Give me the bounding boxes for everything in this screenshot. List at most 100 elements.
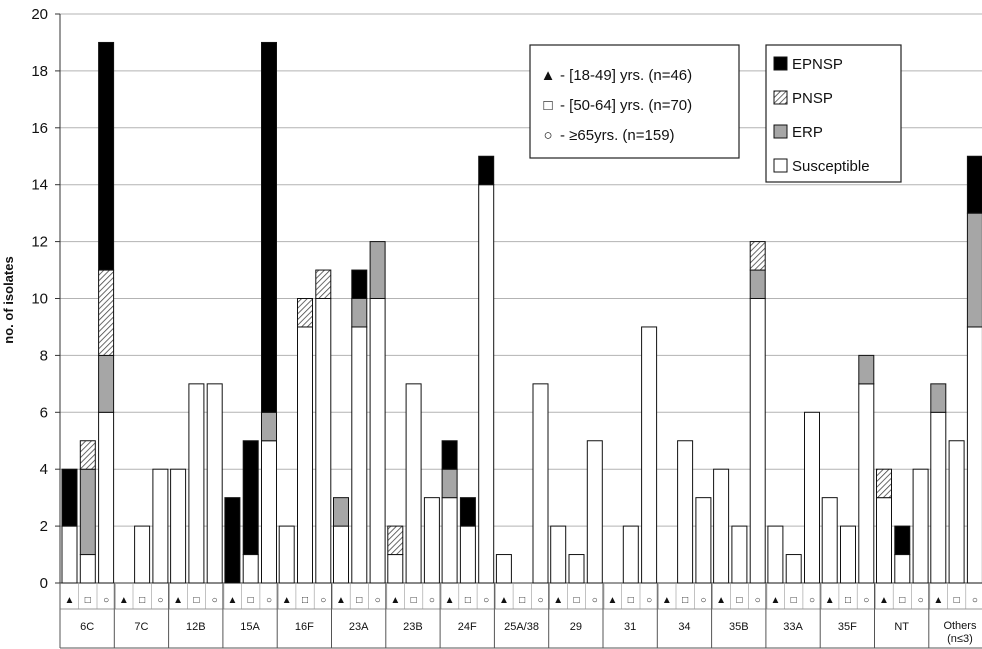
bar-segment-susceptible	[459, 525, 476, 584]
bar-segment-erp	[749, 269, 766, 299]
bar-segment-susceptible	[767, 525, 784, 584]
bar-segment-susceptible	[785, 554, 802, 584]
age-marker: □	[628, 595, 634, 606]
y-tick-label: 14	[31, 177, 48, 194]
age-marker: □	[736, 595, 742, 606]
bar-segment-susceptible	[894, 554, 911, 584]
bar-segment-susceptible	[333, 525, 349, 584]
bar-segment-susceptible	[61, 525, 78, 584]
age-marker: ▲	[390, 595, 400, 606]
serotype-label: 33A	[783, 621, 803, 633]
y-tick-label: 18	[31, 63, 48, 80]
y-tick-label: 6	[40, 404, 48, 421]
bar-segment-susceptible	[261, 440, 277, 584]
bar-segment-susceptible	[315, 298, 332, 584]
bar-segment-susceptible	[278, 525, 295, 584]
bar-segment-epnsp	[966, 155, 982, 214]
age-marker: □	[411, 595, 417, 606]
age-legend-marker: ▲	[541, 67, 556, 84]
serotype-label: 23B	[403, 621, 423, 633]
bar-segment-epnsp	[261, 41, 277, 413]
serotype-label: 24F	[458, 621, 477, 633]
bar-segment-susceptible	[495, 554, 512, 584]
age-marker: □	[899, 595, 905, 606]
bar-segment-susceptible	[622, 525, 639, 584]
age-legend-label: - [18-49] yrs. (n=46)	[560, 67, 692, 84]
bar-segment-epnsp	[441, 440, 458, 470]
bar-segment-erp	[441, 468, 458, 499]
age-marker: ○	[429, 595, 435, 606]
age-marker: ○	[375, 595, 381, 606]
age-marker: ▲	[770, 595, 780, 606]
age-marker: □	[465, 595, 471, 606]
age-legend-marker: ○	[543, 127, 552, 144]
bar-segment-epnsp	[242, 440, 259, 556]
bar-segment-erp	[369, 241, 386, 300]
age-marker: ○	[592, 595, 598, 606]
age-marker: ▲	[716, 595, 726, 606]
age-marker: □	[791, 595, 797, 606]
serotype-label: NT	[894, 621, 909, 633]
bar-segment-susceptible	[170, 468, 187, 584]
bar-segment-epnsp	[61, 468, 78, 527]
y-tick-label: 2	[40, 518, 48, 535]
bar-segment-susceptible	[876, 497, 892, 584]
age-marker: ○	[863, 595, 869, 606]
bar-segment-susceptible	[152, 468, 169, 584]
age-marker: □	[845, 595, 851, 606]
age-marker: ○	[483, 595, 489, 606]
age-marker: □	[682, 595, 688, 606]
age-marker: ○	[700, 595, 706, 606]
bar-segment-susceptible	[369, 298, 386, 584]
bar-segment-susceptible	[641, 326, 658, 584]
bar-segment-susceptible	[695, 497, 712, 584]
age-legend-frame	[529, 44, 740, 159]
bar-segment-susceptible	[804, 411, 820, 584]
age-marker: □	[302, 595, 308, 606]
bar-segment-susceptible	[550, 525, 567, 584]
bar-segment-susceptible	[912, 468, 929, 584]
x-axis-labels: ▲ □ ○ 6C ▲ □ ○ 7C ▲ □ ○ 12B ▲ □ ○ 15A ▲ □ ○ 16F ▲ □ ○ 23A ▲ □ ○ 23B…	[59, 583, 982, 649]
bar-segment-erp	[333, 497, 349, 527]
bar-segment-epnsp	[894, 525, 911, 556]
bar-segment-epnsp	[98, 41, 115, 271]
legend-label-erp: ERP	[792, 124, 823, 141]
y-tick-label: 4	[40, 461, 48, 478]
age-legend-marker: □	[543, 97, 552, 114]
bar-segment-erp	[966, 212, 982, 328]
bar-segment-susceptible	[441, 497, 458, 584]
bar-segment-erp	[858, 354, 875, 385]
bar-segment-susceptible	[930, 411, 947, 584]
serotype-label: 23A	[349, 621, 369, 633]
serotype-label: 35F	[838, 621, 857, 633]
bar-segment-susceptible	[568, 554, 585, 584]
age-marker: ▲	[173, 595, 183, 606]
age-marker: ○	[755, 595, 761, 606]
bar-segment-epnsp	[459, 497, 476, 527]
age-marker: ○	[537, 595, 543, 606]
bar-segment-susceptible	[405, 383, 422, 584]
bar-segment-susceptible	[387, 554, 404, 584]
bar-segment-erp	[261, 411, 277, 442]
age-marker: ○	[103, 595, 109, 606]
bar-segment-pnsp	[749, 241, 766, 271]
serotype-label: 15A	[240, 621, 260, 633]
age-marker: ○	[320, 595, 326, 606]
age-marker: ▲	[445, 595, 455, 606]
bar-segment-susceptible	[297, 326, 313, 584]
legend-swatch-susceptible	[773, 158, 788, 173]
age-marker: □	[573, 595, 579, 606]
serotype-sublabel: (n≤3)	[947, 633, 973, 645]
bar-segment-susceptible	[840, 525, 856, 584]
axes: 0 2 4 6 8 10 12 14 16 18 20	[31, 6, 982, 592]
age-marker: □	[356, 595, 362, 606]
age-marker: ▲	[662, 595, 672, 606]
bar-segment-susceptible	[749, 298, 766, 584]
serotype-label: Others	[943, 620, 977, 632]
age-group-legend: ▲ - [18-49] yrs. (n=46) □ - [50-64] yrs. …	[529, 44, 740, 159]
y-tick-label: 16	[31, 120, 48, 137]
legend-label-susceptible: Susceptible	[792, 158, 870, 175]
bar-segment-susceptible	[532, 383, 549, 584]
age-marker: ▲	[933, 595, 943, 606]
